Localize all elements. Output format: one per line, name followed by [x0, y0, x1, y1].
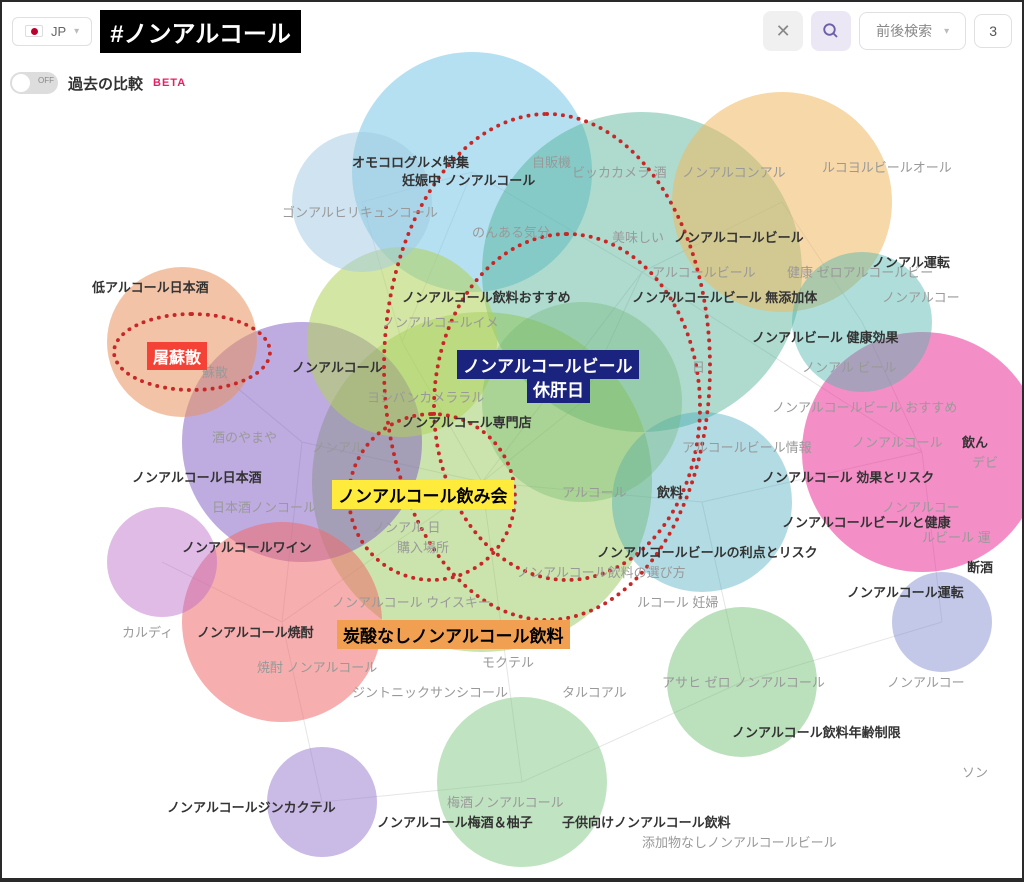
depth-value: 3 — [989, 23, 997, 39]
language-code: JP — [51, 24, 66, 39]
search-mode-select[interactable]: 前後検索 ▾ — [859, 12, 966, 50]
callout-label: 炭酸なしノンアルコール飲料 — [337, 620, 570, 649]
keyword-label[interactable]: ノンアルコールビールの利点とリスク — [597, 542, 818, 561]
clear-button[interactable]: ✕ — [763, 11, 803, 51]
network-visualization[interactable]: オモコログルメ特集自販機妊娠中 ノンアルコールビッカカメラ 酒ノンアルコンアルル… — [2, 2, 1022, 878]
search-icon — [822, 22, 840, 40]
keyword-label[interactable]: ノンアルコール焼酎 — [197, 622, 314, 641]
keyword-label[interactable]: ビッカカメラ 酒 — [572, 162, 667, 181]
keyword-label[interactable]: ノンアルコール運転 — [847, 582, 964, 601]
compare-toggle[interactable]: OFF — [10, 72, 58, 94]
keyword-label[interactable]: オモコログルメ特集 — [352, 152, 469, 171]
keyword-label[interactable]: アルコールビール — [652, 262, 756, 281]
keyword-label[interactable]: ノンアルコールビール — [674, 227, 804, 246]
keyword-label[interactable]: 子供向けノンアルコール飲料 — [562, 812, 731, 831]
keyword-label[interactable]: ソン — [962, 762, 988, 781]
keyword-label[interactable]: ノンアルコー — [887, 672, 965, 691]
keyword-label[interactable]: 日 — [692, 357, 705, 376]
keyword-label[interactable]: 焼酎 ノンアルコール — [257, 657, 377, 676]
beta-badge: BETA — [153, 77, 186, 89]
chevron-down-icon: ▾ — [944, 26, 949, 37]
callout-label: ノンアルコール飲み会 — [332, 480, 514, 509]
cluster-bubble — [437, 697, 607, 867]
keyword-label[interactable]: 飲ん — [962, 432, 988, 451]
keyword-label[interactable]: 自販機 — [532, 152, 571, 171]
keyword-label[interactable]: ノンアルコール — [852, 432, 943, 451]
keyword-label[interactable]: ヨシバンカメララル — [367, 387, 484, 406]
keyword-label[interactable]: ノンアルビール 健康効果 — [752, 327, 898, 346]
keyword-label[interactable]: のんある気分 — [472, 222, 550, 241]
search-button[interactable] — [811, 11, 851, 51]
toggle-state: OFF — [38, 76, 54, 85]
keyword-label[interactable]: ノンアルコール飲料の選び方 — [517, 562, 686, 581]
callout-label: 屠蘇散 — [147, 342, 207, 370]
language-selector[interactable]: JP ▾ — [12, 17, 92, 46]
keyword-label[interactable]: ノンアルコール — [292, 357, 383, 376]
keyword-label[interactable]: 購入場所 — [397, 537, 449, 556]
keyword-label[interactable]: アサヒ ゼロ ノンアルコール — [662, 672, 825, 691]
keyword-label[interactable]: ノンアルコンアル — [682, 162, 785, 181]
flag-japan-icon — [25, 25, 43, 37]
keyword-label[interactable]: デビ — [972, 452, 998, 471]
callout-label: 休肝日 — [527, 374, 590, 403]
keyword-label[interactable]: 健康 ゼロアルコールビー — [787, 262, 933, 281]
keyword-label[interactable]: 飲料 — [657, 482, 683, 501]
keyword-label[interactable]: 酒のやまや — [212, 427, 277, 446]
keyword-label[interactable]: アルコールビール情報 — [682, 437, 812, 456]
keyword-label[interactable]: 低アルコール日本酒 — [92, 277, 209, 296]
depth-input[interactable]: 3 — [974, 14, 1012, 48]
keyword-label[interactable]: ノンアルコールワイン — [182, 537, 312, 556]
chevron-down-icon: ▾ — [74, 26, 79, 37]
keyword-label[interactable]: 日本酒ノンコール — [212, 497, 316, 516]
keyword-label[interactable]: ゴンアルヒリキュンコール — [282, 202, 438, 221]
keyword-label[interactable]: ノンアルコール ウイスキー — [332, 592, 491, 611]
keyword-label[interactable]: 添加物なしノンアルコールビール — [642, 832, 837, 851]
keyword-label[interactable]: 美味しい — [612, 227, 664, 246]
keyword-label[interactable]: ノンアルコール梅酒＆柚子 — [377, 812, 533, 831]
keyword-label[interactable]: ルビール 運 — [922, 527, 991, 546]
keyword-label[interactable]: ジントニックサンシコール — [352, 682, 508, 701]
keyword-label[interactable]: ノンアルコール飲料おすすめ — [402, 287, 571, 306]
keyword-label[interactable]: 妊娠中 ノンアルコール — [402, 170, 535, 189]
keyword-label[interactable]: ノンアル — [312, 437, 364, 456]
search-mode-label: 前後検索 — [876, 21, 932, 41]
keyword-label[interactable]: ノンアルコールビール おすすめ — [772, 397, 957, 416]
cluster-bubble — [107, 507, 217, 617]
keyword-label[interactable]: ノンアル ビール — [802, 357, 896, 376]
keyword-label[interactable]: ルコヨルビールオール — [822, 157, 952, 176]
compare-label: 過去の比較 — [68, 73, 143, 94]
keyword-label[interactable]: ノンアルコール専門店 — [402, 412, 532, 431]
keyword-label[interactable]: ルコール 妊婦 — [637, 592, 718, 611]
keyword-label[interactable]: アルコール — [562, 482, 627, 501]
keyword-label[interactable]: ノンアルコールジンカクテル — [167, 797, 336, 816]
keyword-label[interactable]: ノンアル 日 — [372, 517, 440, 536]
keyword-label[interactable]: ノンアルコール 効果とリスク — [762, 467, 934, 486]
keyword-label[interactable]: ノンアルコールイメ — [382, 312, 499, 331]
keyword-label[interactable]: ノンアルコール日本酒 — [132, 467, 262, 486]
keyword-label[interactable]: 断酒 — [967, 557, 993, 576]
keyword-label[interactable]: ノンアルコール飲料年齢制限 — [732, 722, 901, 741]
keyword-label[interactable]: ノンアルコー — [882, 287, 960, 306]
keyword-label[interactable]: カルディ — [122, 622, 173, 641]
keyword-label[interactable]: 梅酒ノンアルコール — [447, 792, 564, 811]
hashtag-title: #ノンアルコール — [100, 10, 301, 53]
close-icon: ✕ — [776, 21, 791, 42]
keyword-label[interactable]: モクテル — [482, 652, 534, 671]
keyword-label[interactable]: ノンアルコールビール 無添加体 — [632, 287, 817, 306]
keyword-label[interactable]: タルコアル — [562, 682, 627, 701]
